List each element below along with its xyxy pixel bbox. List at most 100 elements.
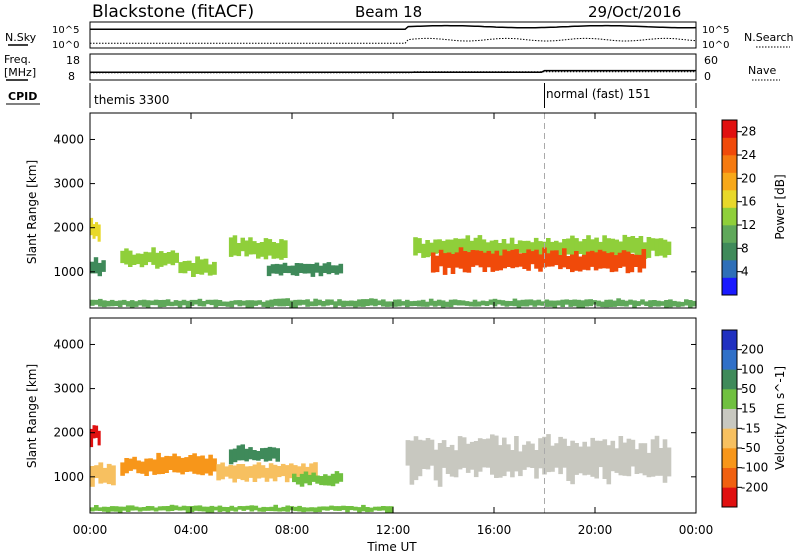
heatmap-cell xyxy=(558,242,563,256)
heatmap-cell xyxy=(337,299,342,306)
heatmap-cell xyxy=(626,438,632,477)
heatmap-cell xyxy=(267,239,273,256)
count-bottom-right: 10^0 xyxy=(702,40,729,51)
y-tick-label: 4000 xyxy=(53,132,84,146)
heatmap-cell xyxy=(259,242,265,257)
heatmap-cell xyxy=(278,264,284,276)
heatmap-cell xyxy=(405,440,411,466)
heatmap-cell xyxy=(524,299,530,307)
heatmap-cell xyxy=(297,505,302,512)
heatmap-cell xyxy=(666,447,672,477)
heatmap-cell xyxy=(297,299,302,306)
heatmap-cell xyxy=(550,445,555,472)
heatmap-cell xyxy=(585,251,591,271)
colorbar-tick-label: 15 xyxy=(741,402,756,416)
heatmap-cell xyxy=(544,299,550,307)
heatmap-cell xyxy=(641,249,647,269)
heatmap-cell xyxy=(637,254,643,273)
heatmap-cell xyxy=(95,425,99,438)
heatmap-cell xyxy=(496,299,502,305)
heatmap-cell xyxy=(554,240,559,254)
heatmap-cell xyxy=(558,436,563,475)
heatmap-cell xyxy=(197,505,203,512)
heatmap-cell xyxy=(469,441,475,470)
heatmap-cell xyxy=(279,239,284,260)
count-top-left: 10^5 xyxy=(52,25,79,36)
cpid-segment-2: normal (fast) 151 xyxy=(546,87,650,101)
heatmap-cell xyxy=(504,300,510,307)
heatmap-cell xyxy=(128,458,133,471)
heatmap-cell xyxy=(381,506,386,511)
heatmap-cell xyxy=(593,252,599,271)
colorbar-cell xyxy=(722,242,737,261)
heatmap-cell xyxy=(605,253,611,269)
heatmap-cell xyxy=(197,298,203,307)
heatmap-cell xyxy=(452,299,458,306)
heatmap-cell xyxy=(274,263,280,274)
heatmap-cell xyxy=(425,240,430,258)
heatmap-cell xyxy=(205,506,211,513)
heatmap-cell xyxy=(113,506,119,512)
power-plot-frame xyxy=(89,112,697,309)
time-axis-label: Time UT xyxy=(366,540,417,554)
heatmap-cell xyxy=(476,301,482,307)
y-tick-label: 2000 xyxy=(53,426,84,440)
heatmap-cell xyxy=(174,252,179,263)
power-colorbar-label: Power [dB] xyxy=(773,174,787,239)
heatmap-cell xyxy=(501,239,507,258)
heatmap-cell xyxy=(492,298,498,307)
heatmap-cell xyxy=(453,238,458,255)
heatmap-cell xyxy=(319,476,324,486)
colorbar-cell xyxy=(722,190,737,208)
heatmap-cell xyxy=(326,262,332,275)
heatmap-cell xyxy=(606,445,612,485)
heatmap-cell xyxy=(429,439,435,466)
heatmap-cell xyxy=(244,466,250,482)
heatmap-cell xyxy=(485,242,491,257)
heatmap-cell xyxy=(322,263,328,273)
heatmap-cell xyxy=(522,444,527,470)
heatmap-cell xyxy=(598,440,603,468)
heatmap-cell xyxy=(377,506,382,511)
heatmap-cell xyxy=(244,240,249,257)
heatmap-cell xyxy=(252,241,257,255)
heatmap-cell xyxy=(90,507,95,512)
heatmap-cell xyxy=(600,301,605,308)
heatmap-cell xyxy=(546,253,551,267)
heatmap-cell xyxy=(486,250,492,268)
colorbar-cell xyxy=(722,408,737,429)
heatmap-cell xyxy=(462,251,468,273)
heatmap-cell xyxy=(581,254,587,270)
heatmap-cell xyxy=(193,299,199,305)
heatmap-cell xyxy=(271,447,277,459)
heatmap-cell xyxy=(338,473,344,482)
heatmap-cell xyxy=(192,453,197,474)
heatmap-cell xyxy=(577,256,583,272)
heatmap-cell xyxy=(293,299,298,308)
heatmap-cell xyxy=(656,300,661,307)
heatmap-cell xyxy=(181,505,187,511)
heatmap-cell xyxy=(377,300,382,306)
heatmap-cell xyxy=(648,300,653,308)
heatmap-cell xyxy=(228,237,234,257)
heatmap-cell xyxy=(186,260,192,271)
heatmap-cell xyxy=(317,299,322,306)
heatmap-cell xyxy=(662,239,668,258)
heatmap-cell xyxy=(609,252,615,273)
heatmap-cell xyxy=(173,505,179,511)
heatmap-cell xyxy=(445,239,450,257)
freq-line xyxy=(90,69,696,73)
heatmap-cell xyxy=(265,507,270,511)
heatmap-cell xyxy=(267,446,273,461)
heatmap-cell xyxy=(102,467,108,483)
heatmap-cell xyxy=(445,447,451,474)
heatmap-cell xyxy=(317,506,322,512)
heatmap-cell xyxy=(217,505,223,512)
heatmap-cell xyxy=(121,506,127,511)
heatmap-cell xyxy=(125,301,131,307)
heatmap-cell xyxy=(594,440,599,479)
heatmap-cell xyxy=(334,265,340,275)
heatmap-cell xyxy=(518,253,523,267)
heatmap-cell xyxy=(101,260,106,272)
heatmap-cell xyxy=(632,300,637,308)
